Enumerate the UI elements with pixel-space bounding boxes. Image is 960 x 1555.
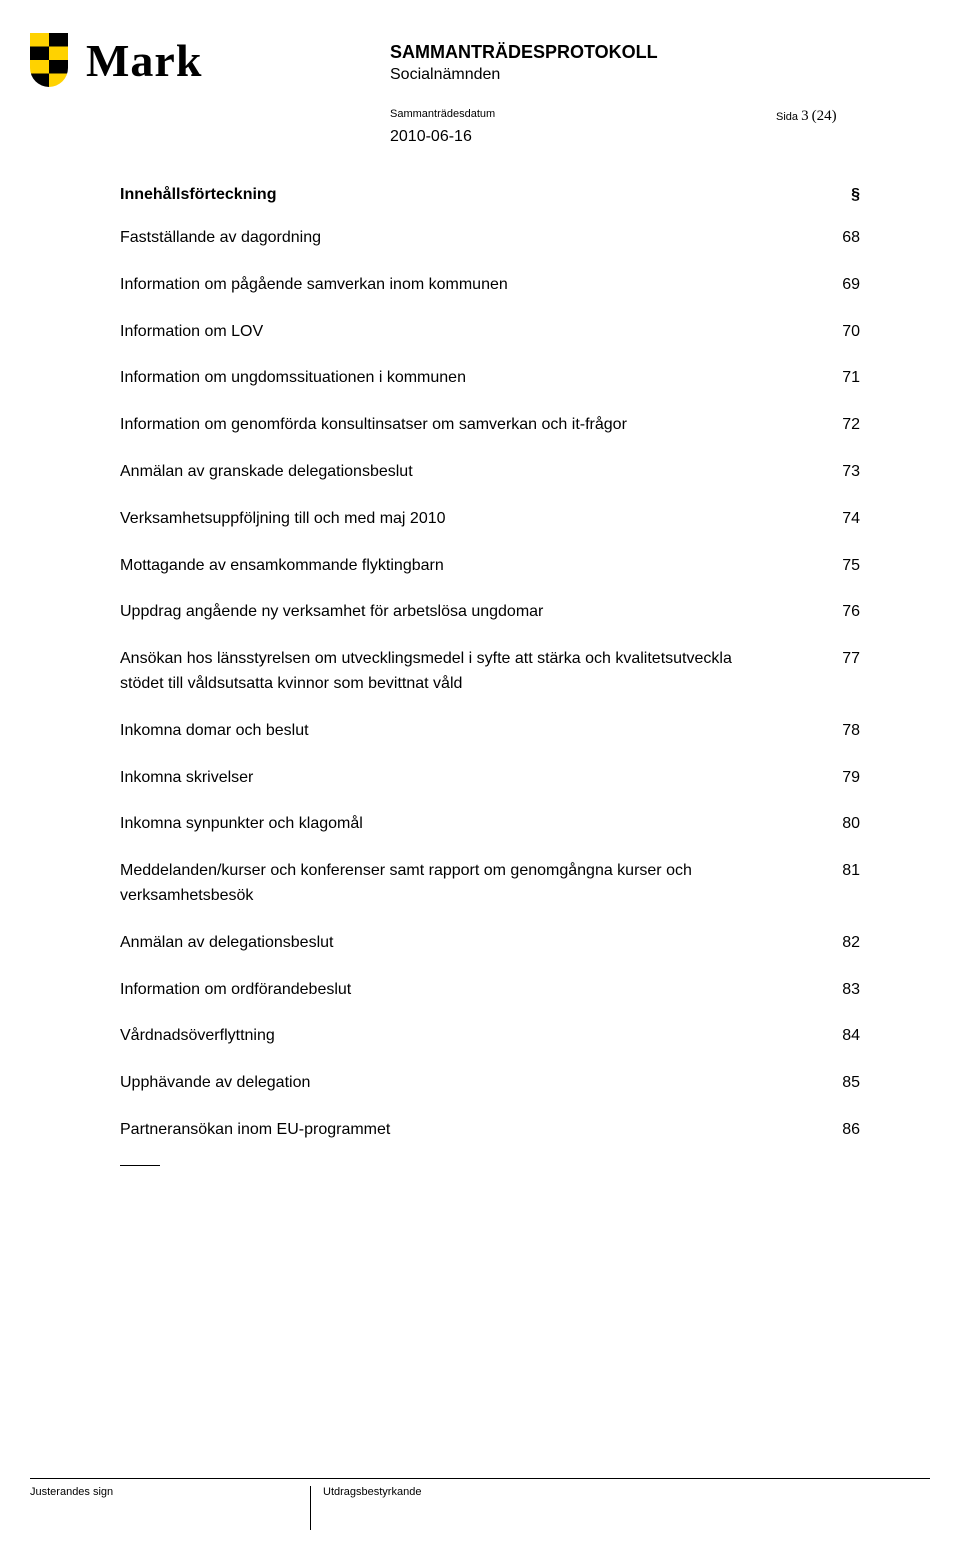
toc-row: Information om pågående samverkan inom k…: [120, 273, 860, 298]
footer-left: Justerandes sign: [30, 1486, 310, 1530]
toc-row-label: Vårdnadsöverflyttning: [120, 1024, 275, 1049]
toc-row: Vårdnadsöverflyttning 84: [120, 1024, 860, 1049]
footer-rule: [30, 1478, 930, 1479]
doc-subtitle: Socialnämnden: [390, 66, 500, 84]
toc-row: Verksamhetsuppföljning till och med maj …: [120, 507, 860, 532]
toc-row-number: 80: [822, 812, 860, 837]
toc-row-number: 69: [822, 273, 860, 298]
toc-row-label: Information om pågående samverkan inom k…: [120, 273, 508, 298]
toc-row-number: 79: [822, 766, 860, 791]
toc-row-number: 85: [822, 1071, 860, 1096]
meeting-date: 2010-06-16: [390, 128, 472, 146]
page-prefix: Sida: [776, 111, 798, 123]
toc-row-number: 70: [822, 320, 860, 345]
toc-row-number: 76: [822, 600, 860, 625]
toc-row-label: Uppdrag angående ny verksamhet för arbet…: [120, 600, 543, 625]
toc-row-number: 78: [822, 719, 860, 744]
toc-row-number: 74: [822, 507, 860, 532]
toc-row: Meddelanden/kurser och konferenser samt …: [120, 859, 860, 909]
toc-row-number: 68: [822, 226, 860, 251]
toc-row: Anmälan av granskade delegationsbeslut 73: [120, 460, 860, 485]
toc-row: Inkomna domar och beslut 78: [120, 719, 860, 744]
toc-row-label: Inkomna synpunkter och klagomål: [120, 812, 363, 837]
toc-row-label: Inkomna skrivelser: [120, 766, 253, 791]
toc-row-label: Partneransökan inom EU-programmet: [120, 1118, 390, 1143]
toc-row-label: Information om LOV: [120, 320, 263, 345]
toc-row: Fastställande av dagordning 68: [120, 226, 860, 251]
toc-row-number: 72: [822, 413, 860, 438]
toc-row-label: Anmälan av delegationsbeslut: [120, 931, 333, 956]
toc-row: Information om ungdomssituationen i komm…: [120, 366, 860, 391]
toc-row-label: Fastställande av dagordning: [120, 226, 321, 251]
toc-row-label: Information om ordförandebeslut: [120, 978, 351, 1003]
toc-row-number: 77: [822, 647, 860, 697]
toc-row-label: Information om ungdomssituationen i komm…: [120, 366, 466, 391]
toc-row: Upphävande av delegation 85: [120, 1071, 860, 1096]
toc-row-label: Inkomna domar och beslut: [120, 719, 309, 744]
crest-icon: [30, 33, 68, 87]
toc-row-number: 83: [822, 978, 860, 1003]
toc-row-label: Mottagande av ensamkommande flyktingbarn: [120, 554, 444, 579]
footer-right: Utdragsbestyrkande: [323, 1486, 421, 1530]
footer: Justerandes sign Utdragsbestyrkande: [30, 1486, 930, 1530]
toc-row-label: Information om genomförda konsultinsatse…: [120, 413, 627, 438]
toc-row-number: 73: [822, 460, 860, 485]
toc-row-number: 81: [822, 859, 860, 909]
toc-row-label: Ansökan hos länsstyrelsen om utvecklings…: [120, 647, 740, 697]
toc-row: Mottagande av ensamkommande flyktingbarn…: [120, 554, 860, 579]
page-indicator: Sida 3 (24): [776, 108, 837, 125]
toc-row-number: 84: [822, 1024, 860, 1049]
toc-row: Inkomna synpunkter och klagomål 80: [120, 812, 860, 837]
logo: Mark: [30, 33, 202, 87]
toc-section-symbol: §: [851, 186, 860, 204]
toc-heading: Innehållsförteckning: [120, 186, 276, 204]
toc-row: Uppdrag angående ny verksamhet för arbet…: [120, 600, 860, 625]
toc-row: Inkomna skrivelser 79: [120, 766, 860, 791]
doc-title: SAMMANTRÄDESPROTOKOLL: [390, 42, 658, 63]
toc-row: Information om LOV 70: [120, 320, 860, 345]
toc-row-label: Anmälan av granskade delegationsbeslut: [120, 460, 413, 485]
toc-row: Partneransökan inom EU-programmet 86: [120, 1118, 860, 1143]
toc-row-number: 71: [822, 366, 860, 391]
toc-header: Innehållsförteckning §: [120, 186, 860, 204]
toc-end-rule: [120, 1165, 160, 1166]
toc-row: Ansökan hos länsstyrelsen om utvecklings…: [120, 647, 860, 697]
page: Mark SAMMANTRÄDESPROTOKOLL Socialnämnden…: [0, 0, 960, 1555]
toc-row-label: Upphävande av delegation: [120, 1071, 310, 1096]
page-current: 3: [801, 108, 809, 124]
toc-row-label: Verksamhetsuppföljning till och med maj …: [120, 507, 446, 532]
toc-row-number: 75: [822, 554, 860, 579]
toc-row: Information om ordförandebeslut 83: [120, 978, 860, 1003]
toc-row-number: 82: [822, 931, 860, 956]
logo-text: Mark: [86, 34, 202, 87]
page-total: (24): [812, 108, 837, 124]
toc-row: Anmälan av delegationsbeslut 82: [120, 931, 860, 956]
footer-divider: [310, 1486, 311, 1530]
toc-row: Information om genomförda konsultinsatse…: [120, 413, 860, 438]
toc-row-label: Meddelanden/kurser och konferenser samt …: [120, 859, 740, 909]
meeting-date-label: Sammanträdesdatum: [390, 108, 495, 120]
toc-row-number: 86: [822, 1118, 860, 1143]
table-of-contents: Innehållsförteckning § Fastställande av …: [120, 186, 860, 1166]
